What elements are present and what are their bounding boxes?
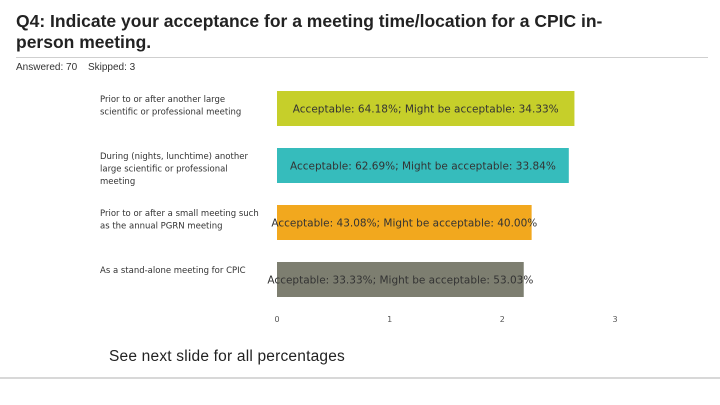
x-tick-label: 1 (387, 315, 392, 324)
category-label-line: as the annual PGRN meeting (100, 222, 223, 232)
category-label-line: As a stand-alone meeting for CPIC (100, 266, 246, 276)
category-label-4: As a stand-alone meeting for CPIC (100, 266, 246, 276)
bar-1 (277, 91, 575, 126)
bar-label-2: Acceptable: 62.69%; Might be acceptable:… (290, 161, 556, 173)
x-tick-label: 2 (500, 315, 505, 324)
page-title: Q4: Indicate your acceptance for a meeti… (16, 11, 603, 52)
category-label-line: meeting (100, 177, 135, 187)
bar-3 (277, 205, 532, 240)
bar-2 (277, 148, 569, 183)
category-label-line: During (nights, lunchtime) another (100, 152, 248, 162)
category-label-line: scientific or professional meeting (100, 108, 241, 118)
bar-label-1: Acceptable: 64.18%; Might be acceptable:… (293, 104, 559, 116)
answered-count: Answered: 70 (16, 62, 78, 73)
category-label-line: Prior to or after a small meeting such (100, 209, 259, 219)
bar-label-3: Acceptable: 43.08%; Might be acceptable:… (271, 218, 537, 230)
category-label-3: Prior to or after a small meeting such as… (100, 209, 259, 232)
category-label-1: Prior to or after another large scientifi… (100, 95, 241, 118)
category-label-line: large scientific or professional (100, 165, 228, 175)
bottom-divider (0, 377, 720, 379)
response-stats: Answered: 70 Skipped: 3 (16, 62, 143, 73)
title-divider (16, 57, 708, 58)
bar-4 (277, 262, 524, 297)
x-tick-label: 3 (612, 315, 617, 324)
bar-label-4: Acceptable: 33.33%; Might be acceptable:… (267, 275, 533, 287)
category-label-line: Prior to or after another large (100, 95, 225, 105)
x-tick-label: 0 (274, 315, 279, 324)
category-label-2: During (nights, lunchtime) another large … (100, 152, 248, 187)
footnote: See next slide for all percentages (109, 348, 345, 365)
skipped-count: Skipped: 3 (87, 62, 136, 73)
